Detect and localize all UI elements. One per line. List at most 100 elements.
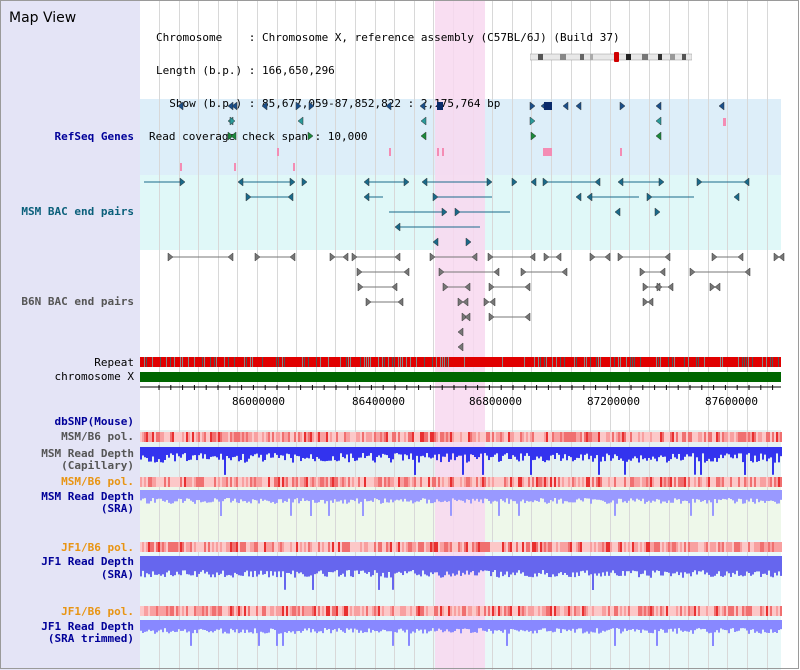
msm-capillary-depth-bar (750, 447, 752, 462)
msm-sra-depth-bar (620, 490, 622, 499)
msm-sra-depth-bar (140, 490, 142, 501)
jf1-pol-cell-2 (392, 606, 394, 616)
msm-pol-cell (724, 432, 726, 442)
jf1-pol-cell (380, 542, 382, 552)
jf1-pol-cell-2 (452, 606, 454, 616)
jf1-sra-depth-bar (524, 556, 526, 576)
jf1-trim-depth-bar (276, 620, 278, 646)
msm-sra-depth-bar (624, 490, 626, 502)
msm-pol-cell (654, 432, 656, 442)
refseq-pink-block (437, 148, 439, 156)
msm-pol-cell (582, 432, 584, 442)
msm-capillary-depth-bar (762, 447, 764, 460)
msm-pol-label-2: MSM/B6 pol. (61, 475, 134, 488)
jf1-trim-depth-bar (616, 620, 618, 629)
msm-sra-depth-bar (234, 490, 236, 499)
msm-pol-cell-2 (630, 477, 632, 487)
msm-sra-depth-bar (512, 490, 514, 502)
msm-pol-cell-2 (308, 477, 310, 487)
msm-pol-cell (458, 432, 460, 442)
msm-sra-depth-bar (212, 490, 214, 502)
msm-sra-depth-bar (404, 490, 406, 499)
jf1-sra-depth-bar (300, 556, 302, 573)
msm-sra-depth-bar (584, 490, 586, 499)
jf1-pol-cell (644, 542, 646, 552)
msm-capillary-depth-bar (328, 447, 330, 461)
msm-pol-cell (446, 432, 448, 442)
jf1-pol-cell-2 (236, 606, 238, 616)
jf1-pol-cell-2 (588, 606, 590, 616)
jf1-sra-depth-bar (216, 556, 218, 573)
msm-capillary-depth-bar (178, 447, 180, 457)
jf1-trim-depth-bar (224, 620, 226, 632)
msm-sra-depth-bar (770, 490, 772, 501)
jf1-pol-cell (202, 542, 204, 552)
msm-pol-cell (686, 432, 688, 442)
msm-sra-depth-bar (336, 490, 338, 502)
jf1-pol-cell-2 (634, 606, 636, 616)
repeat-element (340, 357, 341, 367)
jf1-pol-cell-2 (314, 606, 316, 616)
msm-pol-cell-2 (400, 477, 402, 487)
jf1-pol-cell (450, 542, 452, 552)
jf1-pol-cell-2 (560, 606, 562, 616)
jf1-trim-depth-bar (398, 620, 400, 630)
msm-sra-depth-bar (452, 490, 454, 499)
axis-tick-86800000: 86800000 (469, 395, 522, 408)
repeat-element (656, 357, 657, 367)
msm-capillary-depth-bar (606, 447, 608, 454)
jf1-pol-cell (268, 542, 270, 552)
refseq-gene-arrow (420, 116, 427, 126)
msm-capillary-depth-bar (310, 447, 312, 455)
msm-pol-cell (514, 432, 516, 442)
msm-pol-cell-2 (286, 477, 288, 487)
jf1-pol-cell (232, 542, 234, 552)
msm-sra-depth-bar (472, 490, 474, 499)
repeat-element (640, 357, 641, 367)
jf1-pol-cell (474, 542, 476, 552)
jf1-pol-cell (348, 542, 350, 552)
jf1-trim-depth-bar (636, 620, 638, 630)
msm-capillary-depth-bar (542, 447, 544, 461)
jf1-trim-depth-bar (534, 620, 536, 631)
msm-sra-depth-bar (704, 490, 706, 501)
jf1-pol-cell (640, 542, 642, 552)
msm-pol-cell-2 (680, 477, 682, 487)
jf1-pol-cell-2 (586, 606, 588, 616)
jf1-trim-depth-bar (666, 620, 668, 633)
msm-pol-cell (470, 432, 472, 442)
msm-pol-cell (682, 432, 684, 442)
msm-sra-depth-bar (696, 490, 698, 500)
jf1-pol-cell-2 (324, 606, 326, 616)
jf1-pol-cell-2 (674, 606, 676, 616)
msm-pol-cell-2 (382, 477, 384, 487)
msm-pol-cell-2 (274, 477, 276, 487)
jf1-pol-cell (412, 542, 414, 552)
msm-sra-depth-bar (534, 490, 536, 501)
jf1-sra-depth-bar (372, 556, 374, 576)
jf1-pol-cell (200, 542, 202, 552)
msm-pol-cell-2 (376, 477, 378, 487)
refseq-gene-arrow (655, 131, 662, 141)
chromosome-ideogram[interactable] (530, 52, 692, 62)
msm-sra-depth-bar (394, 490, 396, 501)
jf1-pol-cell (184, 542, 186, 552)
msm-capillary-depth-bar (292, 447, 294, 463)
msm-pol-cell-2 (482, 477, 484, 487)
msm-sra-depth-bar (254, 490, 256, 500)
msm-pol-cell-2 (500, 477, 502, 487)
jf1-sra-depth-bar (218, 556, 220, 576)
msm-pol-cell-2 (460, 477, 462, 487)
msm-capillary-depth-bar (682, 447, 684, 460)
msm-capillary-depth-bar (398, 447, 400, 455)
msm-sra-depth-bar (550, 490, 552, 501)
msm-sra-depth-bar (232, 490, 234, 501)
msm-capillary-depth-bar (300, 447, 302, 462)
msm-capillary-depth-bar (598, 447, 600, 475)
msm-pol-cell (484, 432, 486, 442)
grid-line (355, 0, 356, 670)
msm-capillary-depth-bar (780, 447, 782, 457)
jf1-pol-cell (478, 542, 480, 552)
jf1-sra-depth-bar (672, 556, 674, 574)
